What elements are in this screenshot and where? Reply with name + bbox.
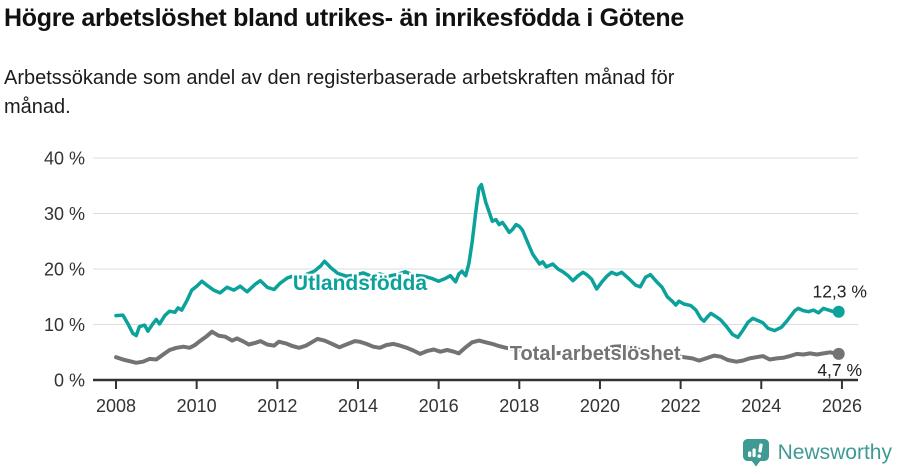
x-tick-label-2024: 2024 (741, 396, 781, 416)
series-line-0 (114, 182, 841, 340)
y-tick-label-40: 40 % (44, 149, 85, 169)
x-tick-label-2026: 2026 (822, 396, 862, 416)
chart-subtitle: Arbetssökande som andel av den registerb… (4, 64, 864, 122)
series-label-0: Utlandsfödda (293, 272, 427, 295)
x-tick-label-2022: 2022 (661, 396, 701, 416)
series-line-1 (114, 329, 841, 365)
series-end-dot-0 (832, 305, 845, 318)
x-tick-label-2014: 2014 (338, 396, 378, 416)
x-tick-label-2008: 2008 (96, 396, 136, 416)
y-tick-label-0: 0 % (54, 371, 85, 391)
series-end-value-0: 12,3 % (812, 282, 866, 302)
newsworthy-chart-bubble-icon (742, 439, 769, 467)
page-title: Högre arbetslöshet bland utrikes- än inr… (4, 4, 684, 32)
subtitle-line-2: månad. (4, 96, 71, 118)
y-tick-label-30: 30 % (44, 204, 85, 224)
series-end-value-1: 4,7 % (817, 360, 862, 380)
x-tick-label-2012: 2012 (257, 396, 297, 416)
x-tick-label-2010: 2010 (177, 396, 217, 416)
series-label-1: Total arbetslöshet (510, 343, 681, 365)
series-end-dot-1 (832, 347, 845, 360)
newsworthy-logo: Newsworthy (742, 438, 892, 468)
y-tick-label-20: 20 % (44, 260, 85, 280)
subtitle-line-1: Arbetssökande som andel av den registerb… (4, 67, 675, 89)
brand-name: Newsworthy (777, 441, 892, 464)
x-tick-label-2016: 2016 (419, 396, 459, 416)
y-tick-label-10: 10 % (44, 315, 85, 335)
x-tick-label-2018: 2018 (499, 396, 539, 416)
x-tick-label-2020: 2020 (580, 396, 620, 416)
